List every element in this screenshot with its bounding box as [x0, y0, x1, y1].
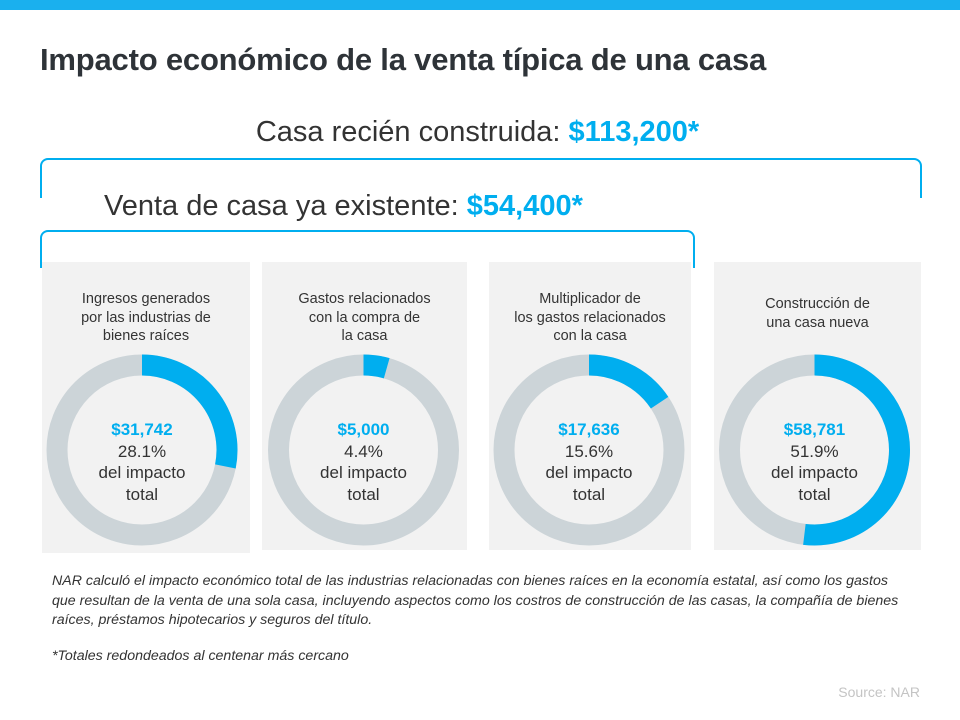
- donut-chart: [719, 354, 910, 546]
- donut-percent: 4.4%: [344, 441, 383, 461]
- donut-title-line: Construcción de: [765, 296, 870, 312]
- donut-title: Ingresos generados por las industrias de b…: [42, 290, 250, 346]
- donut-title: Construcción de una casa nueva: [714, 295, 921, 332]
- new-home-bracket: [40, 158, 922, 198]
- footnote: *Totales redondeados al centenar más cer…: [52, 648, 349, 664]
- existing-home-total: Venta de casa ya existente: $54,400*: [104, 190, 583, 223]
- donut-center-label: $5,000 4.4% del impacto total: [260, 419, 467, 505]
- donut-title-line: los gastos relacionados: [514, 309, 666, 326]
- donut-chart: [46, 354, 238, 546]
- donut-value: $31,742: [111, 420, 173, 439]
- donut-title-line: Gastos relacionados: [298, 291, 431, 307]
- donut-caption: total: [125, 484, 159, 504]
- existing-home-label: Venta de casa ya existente:: [104, 190, 459, 222]
- donut-title-line: bienes raíces: [102, 328, 190, 344]
- donut-percent: 15.6%: [564, 441, 614, 461]
- top-accent-bar: [0, 0, 960, 10]
- donut-title-line: por las industrias de: [81, 309, 211, 326]
- existing-home-bracket: [40, 230, 695, 268]
- donut-share-arc: [363, 354, 390, 379]
- donut-center-label: $31,742 28.1% del impacto total: [34, 419, 250, 505]
- donut-caption: total: [347, 484, 380, 504]
- donut-share-arc: [803, 354, 910, 546]
- new-home-amount: $113,200*: [568, 116, 700, 148]
- page-title: Impacto económico de la venta típica de …: [40, 42, 767, 77]
- donut-title: Gastos relacionados con la compra de la ca…: [262, 290, 467, 346]
- donut-caption: del impacto: [98, 463, 186, 482]
- donut-value: $17,636: [558, 420, 620, 439]
- donut-title: Multiplicador de los gastos relacionados c…: [489, 290, 691, 346]
- donut-value: $58,781: [783, 420, 846, 439]
- new-home-total: Casa recién construida: $113,200*: [0, 116, 955, 149]
- donut-share-arc: [141, 354, 238, 469]
- donut-title-line: con la compra de: [308, 309, 421, 326]
- existing-home-amount: $54,400*: [466, 190, 583, 222]
- donut-caption: del impacto: [771, 463, 858, 482]
- new-home-label: Casa recién construida:: [255, 116, 561, 148]
- donut-caption: del impacto: [545, 463, 633, 482]
- donut-share-arc: [588, 354, 669, 409]
- source-label: Source: NAR: [838, 684, 920, 700]
- donut-value: $5,000: [337, 420, 390, 439]
- donut-title-line: una casa nueva: [766, 314, 869, 331]
- donut-title-line: la casa: [341, 328, 388, 344]
- donut-chart: [268, 354, 459, 546]
- donut-title-line: Ingresos generados: [81, 291, 211, 307]
- donut-caption: total: [572, 484, 606, 504]
- donut-percent: 51.9%: [790, 441, 839, 461]
- donut-panel: Ingresos generados por las industrias de b…: [42, 262, 250, 553]
- donut-center-label: $58,781 51.9% del impacto total: [708, 419, 921, 505]
- donut-panel: Multiplicador de los gastos relacionados c…: [489, 262, 691, 550]
- donut-title-line: Multiplicador de: [539, 291, 641, 307]
- donut-chart: [493, 354, 685, 546]
- donut-caption: del impacto: [320, 463, 407, 482]
- donut-title-line: con la casa: [553, 328, 627, 344]
- donut-center-label: $17,636 15.6% del impacto total: [487, 419, 691, 505]
- donut-panel: Construcción de una casa nueva $58,781 51.9…: [714, 262, 921, 550]
- donut-caption: total: [798, 484, 831, 504]
- methodology-note: NAR calculó el impacto económico total d…: [52, 573, 899, 628]
- donut-percent: 28.1%: [117, 441, 167, 461]
- donut-panel: Gastos relacionados con la compra de la ca…: [262, 262, 467, 550]
